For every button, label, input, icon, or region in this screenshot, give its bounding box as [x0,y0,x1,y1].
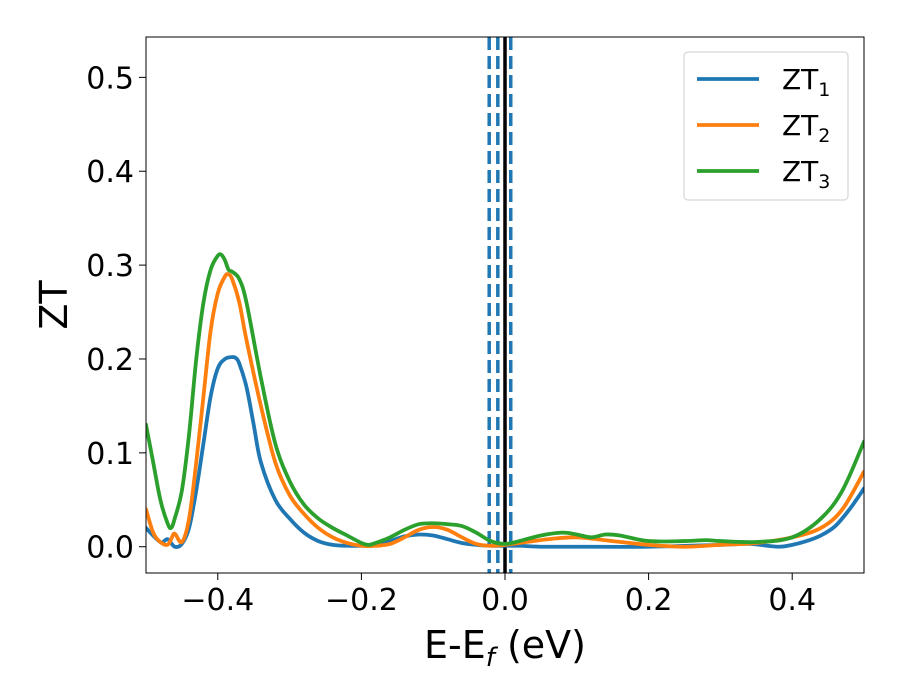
legend-box [683,51,849,201]
x-axis-label: E-Ef (eV) [424,623,586,673]
y-tick-label: 0.4 [86,155,134,190]
series-lines [146,252,864,549]
legend-label-zt3: ZT3 [782,155,830,193]
x-tick-label: −0.4 [181,583,254,618]
legend: ZT1 ZT2 ZT3 [683,51,849,201]
series-line-zt3 [146,252,864,547]
x-tick-label: −0.2 [325,583,398,618]
y-axis: 0.0 0.1 0.2 0.3 0.4 0.5 [86,61,146,566]
y-axis-label: ZT [32,280,76,330]
legend-label-zt2: ZT2 [782,109,830,147]
x-tick-label: 0.0 [481,583,529,618]
series-line-zt2 [146,272,864,549]
y-tick-label: 0.5 [86,61,134,96]
legend-label-zt1: ZT1 [782,63,830,101]
vertical-lines [487,37,513,573]
y-tick-label: 0.1 [86,437,134,472]
y-tick-label: 0.0 [86,531,134,566]
y-tick-label: 0.2 [86,343,134,378]
x-tick-label: 0.4 [768,583,816,618]
x-tick-label: 0.2 [625,583,673,618]
x-axis: −0.4 −0.2 0.0 0.2 0.4 [181,573,816,618]
y-tick-label: 0.3 [86,249,134,284]
